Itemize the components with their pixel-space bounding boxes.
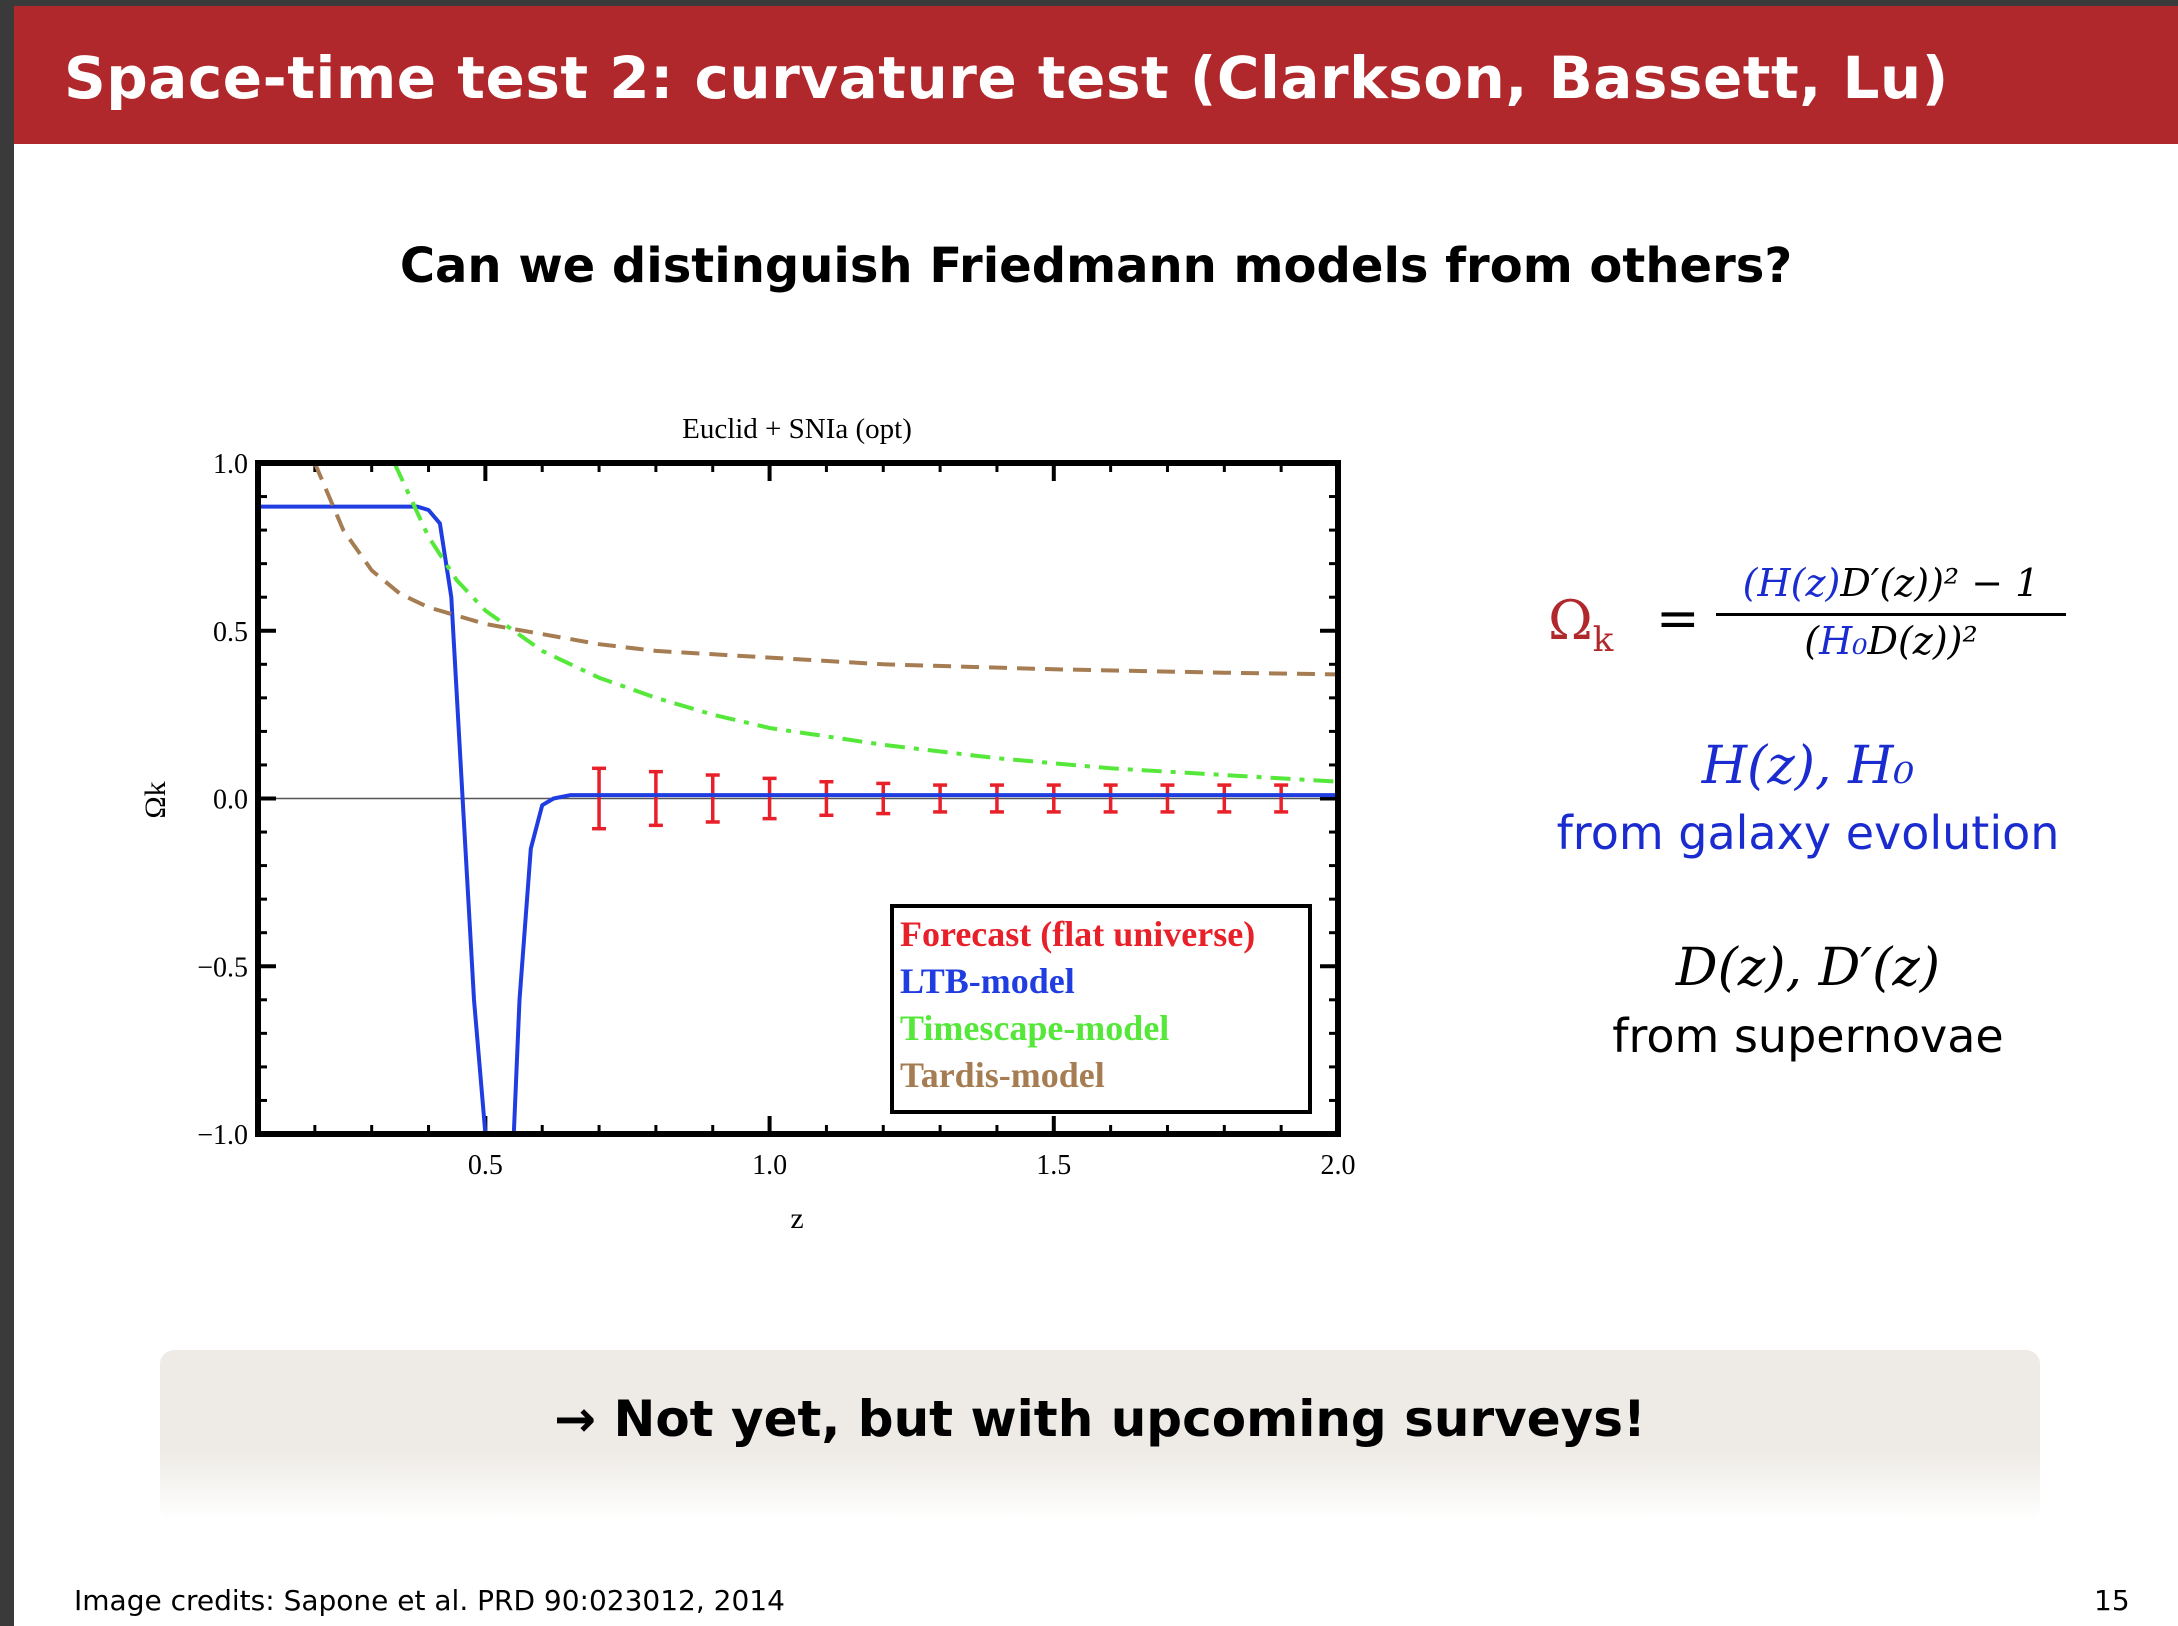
formula-denominator-h0: H₀ — [1819, 619, 1868, 663]
y-tick-label: 0.5 — [213, 617, 248, 648]
y-tick-label: 0.0 — [213, 785, 248, 816]
callout-text: → Not yet, but with upcoming surveys! — [554, 1390, 1646, 1448]
formula-numerator: (H(z)D′(z))² − 1 — [1716, 561, 2066, 605]
forecast-errorbar — [876, 781, 891, 816]
forecast-errorbar — [1160, 783, 1175, 814]
formula-denominator-rest: D(z))² — [1867, 619, 1978, 663]
series-line-ltb-model — [258, 504, 1338, 1134]
formula-omega: Ω — [1548, 589, 1593, 652]
forecast-errorbar — [1274, 783, 1289, 814]
callout-box: → Not yet, but with upcoming surveys! — [160, 1350, 2040, 1520]
hz-math: H(z), H₀ — [1701, 736, 1915, 796]
formula-lhs: Ωk — [1548, 589, 1613, 660]
series-line-tardis-model — [312, 463, 1338, 677]
legend-entry: LTB-model — [900, 961, 1075, 1001]
x-tick-label: 2.0 — [1321, 1150, 1356, 1181]
x-tick-label: 0.5 — [468, 1150, 503, 1181]
y-axis-label: Ωk — [139, 781, 172, 818]
y-tick-label: −1.0 — [197, 1120, 248, 1151]
legend-box — [890, 904, 1312, 1114]
legend-entry: Forecast (flat universe) — [900, 914, 1255, 954]
y-tick-label: 1.0 — [213, 449, 248, 480]
forecast-errorbar — [989, 783, 1004, 814]
slide-subtitle: Can we distinguish Friedmann models from… — [399, 238, 1793, 294]
forecast-errorbar — [819, 779, 834, 818]
forecast-errorbar — [592, 766, 607, 831]
x-tick-label: 1.0 — [752, 1150, 787, 1181]
formula-omega-subscript: k — [1592, 619, 1614, 660]
forecast-errorbar — [1217, 783, 1232, 814]
forecast-errorbar — [1103, 783, 1118, 814]
legend-entry: Timescape-model — [900, 1008, 1169, 1048]
formula-numerator-hz: (H(z) — [1742, 561, 1841, 605]
plot-frame — [255, 460, 1341, 1137]
y-tick-label: −0.5 — [197, 952, 248, 983]
forecast-errorbar — [762, 776, 777, 821]
formula-denominator: (H₀D(z))² — [1716, 619, 2066, 663]
image-credits: Image credits: Sapone et al. PRD 90:0230… — [74, 1584, 785, 1617]
hz-label: from galaxy evolution — [1556, 806, 2060, 860]
forecast-errorbar — [1046, 783, 1061, 814]
legend-entry: Tardis-model — [900, 1055, 1105, 1095]
slide: Space-time test 2: curvature test (Clark… — [14, 6, 2178, 1626]
legend: Forecast (flat universe) LTB-model Timesca… — [890, 904, 1312, 1114]
series-line-timescape-model — [392, 463, 1338, 784]
dz-math: D(z), D′(z) — [1675, 938, 1941, 998]
formula-numerator-rest: D′(z))² − 1 — [1840, 561, 2040, 605]
page-number: 15 — [2094, 1584, 2130, 1617]
formula-fraction-bar — [1716, 613, 2066, 616]
forecast-errorbar — [933, 783, 948, 814]
x-axis-label: z — [790, 1202, 803, 1235]
forecast-errorbar — [648, 769, 663, 828]
formula-equals: = — [1656, 589, 1700, 649]
x-tick-label: 1.5 — [1036, 1150, 1071, 1181]
slide-title: Space-time test 2: curvature test (Clark… — [64, 44, 1949, 112]
curvature-formula: Ωk = (H(z)D′(z))² − 1 (H₀D(z))² — [1548, 561, 2068, 671]
forecast-errorbar — [705, 773, 720, 824]
formula-denominator-open: ( — [1804, 619, 1820, 663]
chart-title: Euclid + SNIa (opt) — [682, 413, 912, 445]
dz-label: from supernovae — [1612, 1009, 2004, 1063]
title-bar: Space-time test 2: curvature test (Clark… — [14, 6, 2178, 144]
